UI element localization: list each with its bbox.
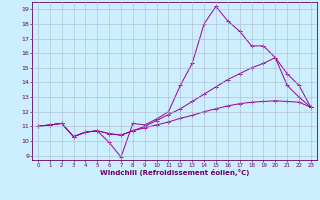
X-axis label: Windchill (Refroidissement éolien,°C): Windchill (Refroidissement éolien,°C): [100, 169, 249, 176]
